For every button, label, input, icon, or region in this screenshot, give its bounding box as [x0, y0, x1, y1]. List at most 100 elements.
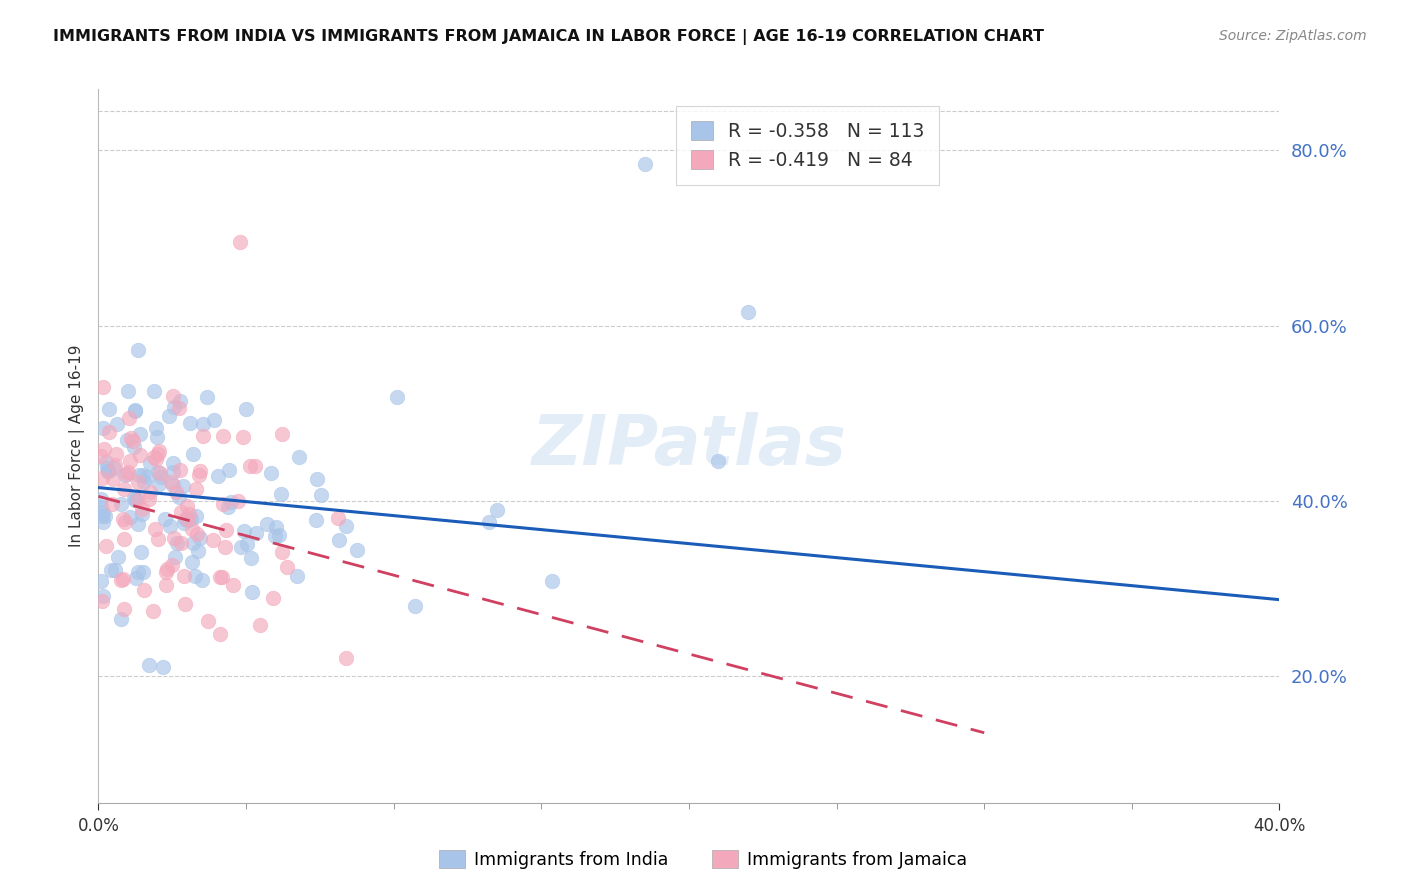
Point — [104, 458, 127, 472]
Point — [478, 515, 501, 529]
Point — [117, 384, 139, 398]
Point — [145, 522, 167, 536]
Point — [146, 532, 169, 546]
Point — [124, 403, 146, 417]
Point — [94, 455, 117, 469]
Point — [270, 486, 292, 500]
Point — [195, 390, 218, 404]
Point — [214, 540, 236, 554]
Point — [132, 467, 155, 482]
Point — [239, 458, 262, 473]
Legend: Immigrants from India, Immigrants from Jamaica: Immigrants from India, Immigrants from J… — [433, 844, 973, 876]
Point — [245, 526, 267, 541]
Point — [112, 512, 135, 526]
Point — [229, 235, 252, 250]
Point — [169, 393, 191, 408]
Point — [120, 431, 142, 445]
Point — [100, 563, 122, 577]
Point — [155, 562, 177, 576]
Point — [183, 569, 205, 583]
Point — [91, 515, 114, 529]
Point — [122, 440, 145, 454]
Point — [177, 507, 200, 521]
Point — [181, 447, 204, 461]
Point — [188, 531, 211, 545]
Point — [128, 467, 150, 482]
Point — [122, 434, 145, 448]
Point — [118, 410, 141, 425]
Point — [172, 479, 194, 493]
Point — [146, 429, 169, 443]
Point — [138, 657, 160, 672]
Point — [165, 485, 187, 500]
Point — [191, 417, 214, 431]
Point — [188, 464, 211, 478]
Point — [129, 427, 152, 442]
Point — [179, 416, 201, 430]
Point — [173, 516, 195, 530]
Point — [131, 545, 153, 559]
Point — [97, 464, 120, 478]
Point — [110, 612, 132, 626]
Point — [97, 464, 120, 478]
Point — [173, 512, 195, 526]
Point — [328, 533, 350, 547]
Point — [260, 466, 283, 480]
Point — [90, 500, 112, 514]
Point — [124, 403, 146, 417]
Point — [166, 535, 188, 549]
Point — [96, 461, 118, 475]
Point — [385, 391, 408, 405]
Point — [186, 508, 208, 523]
Point — [91, 509, 114, 524]
Point — [134, 582, 156, 597]
Point — [160, 558, 183, 573]
Point — [101, 472, 124, 486]
Y-axis label: In Labor Force | Age 16-19: In Labor Force | Age 16-19 — [69, 344, 84, 548]
Point — [90, 449, 112, 463]
Point — [91, 380, 114, 394]
Point — [129, 448, 152, 462]
Point — [111, 572, 134, 586]
Point — [256, 516, 278, 531]
Point — [285, 569, 308, 583]
Point — [176, 513, 198, 527]
Point — [335, 519, 357, 533]
Point — [90, 574, 112, 589]
Point — [115, 433, 138, 447]
Point — [262, 591, 284, 605]
Point — [90, 471, 112, 485]
Point — [104, 563, 127, 577]
Point — [202, 533, 225, 547]
Point — [207, 469, 229, 483]
Point — [288, 450, 311, 464]
Point — [91, 421, 114, 435]
Point — [114, 467, 136, 482]
Point — [211, 569, 233, 583]
Text: Source: ZipAtlas.com: Source: ZipAtlas.com — [1219, 29, 1367, 43]
Point — [122, 491, 145, 505]
Point — [127, 343, 149, 357]
Point — [163, 531, 186, 545]
Point — [191, 574, 214, 588]
Point — [222, 577, 245, 591]
Point — [219, 495, 242, 509]
Point — [132, 565, 155, 579]
Point — [148, 476, 170, 491]
Point — [307, 472, 329, 486]
Point — [305, 513, 328, 527]
Point — [131, 502, 153, 516]
Point — [103, 461, 125, 475]
Point — [170, 504, 193, 518]
Point — [117, 465, 139, 479]
Point — [112, 532, 135, 546]
Point — [155, 578, 177, 592]
Point — [163, 400, 186, 414]
Point — [176, 512, 198, 526]
Point — [159, 475, 181, 489]
Point — [110, 573, 132, 587]
Point — [174, 597, 197, 611]
Point — [115, 467, 138, 481]
Point — [145, 421, 167, 435]
Point — [155, 566, 177, 580]
